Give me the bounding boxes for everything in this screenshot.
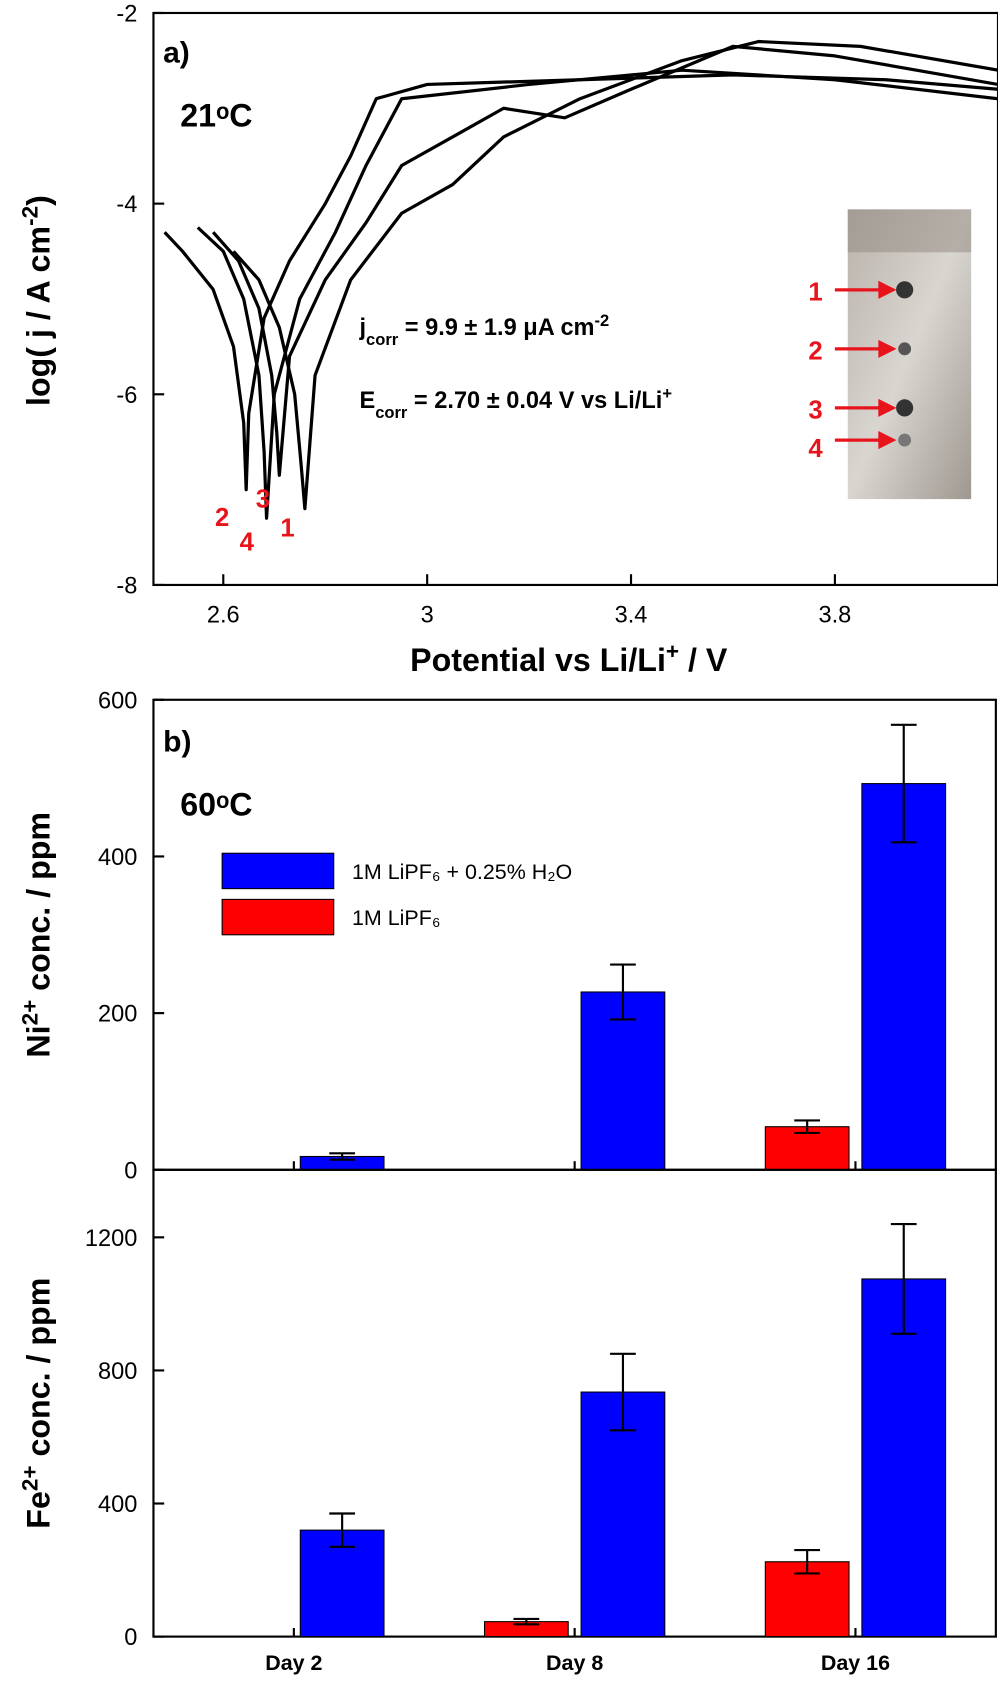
text-part: corr [375,402,408,421]
x-tick-label: 3.8 [818,603,851,629]
text-part: = 2.70 ± 0.04 V vs Li/Li [407,388,662,414]
curve-label: 3 [256,486,270,514]
error-bar [513,1617,540,1626]
y-tick-label: -8 [116,574,137,600]
bar [861,1278,947,1638]
text-part: j [358,315,366,341]
x-tick-label: Day 8 [546,1651,603,1675]
curve [232,39,998,511]
y-tick-label: -6 [116,383,137,409]
temperature: 60ᵒC [180,787,252,823]
text-part: Fe [20,1491,56,1529]
y-tick-label: 1200 [85,1226,138,1252]
bar [299,1529,385,1638]
x-axis-label: Potential vs Li/Li+ / V [410,638,728,678]
y-tick-label: 200 [98,1002,137,1028]
x-tick-label: 3 [421,603,434,629]
text-part: 2+ [17,1465,42,1491]
error-bar [610,1352,636,1432]
y-tick-label: -2 [116,2,137,28]
text-part: ) [20,195,56,206]
text-part: corr [366,329,399,348]
x-tick-label: Day 16 [821,1651,890,1675]
legend-swatch [221,852,335,890]
curve-label: 1 [280,515,294,543]
text-part: conc. / ppm [20,1278,56,1466]
text-part: -2 [595,310,610,329]
text-part: -2 [17,206,42,226]
error-bar [890,723,917,844]
inset-label: 3 [808,397,822,425]
error-bar [794,1549,821,1575]
bar [580,1391,666,1638]
text-part: = 9.9 ± 1.9 μA cm [398,315,594,341]
inset-label: 2 [808,338,822,366]
y-axis-label: Fe2+ conc. / ppm [17,1278,57,1529]
annotation: Ecorr = 2.70 ± 0.04 V vs Li/Li+ [359,383,671,421]
temperature: 21ᵒC [180,98,252,134]
y-tick-label: 800 [98,1359,137,1385]
text-part: / V [679,642,728,678]
annotation: jcorr = 9.9 ± 1.9 μA cm-2 [358,310,609,348]
text-part: conc. / ppm [20,812,56,1000]
y-tick-label: 400 [98,845,137,871]
panel-label: a) [163,36,190,69]
x-tick-label: 2.6 [207,603,240,629]
text-part: E [359,388,375,414]
legend-label: 1M LiPF₆ [352,906,441,930]
curve-label: 2 [215,504,229,532]
error-bar [610,963,636,1021]
y-tick-label: 400 [98,1492,137,1518]
y-axis-label: Ni2+ conc. / ppm [17,812,57,1058]
text-part: Ni [20,1025,56,1057]
y-tick-label: -4 [116,192,137,218]
curve-label: 4 [240,529,255,557]
y-tick-label: 0 [124,1158,137,1184]
error-bar [329,1152,356,1161]
text-part: + [662,383,672,402]
bar [580,991,666,1171]
x-tick-label: Day 2 [265,1651,322,1675]
inset-photo [834,209,972,500]
text-part: Potential vs Li/Li [410,642,666,678]
x-tick-label: 3.4 [615,603,648,629]
y-axis-label: log( j / A cm-2) [17,195,57,406]
inset-label: 1 [808,279,822,307]
inset-label: 4 [808,435,823,463]
y-tick-label: 600 [98,688,137,714]
error-bar [329,1512,356,1548]
error-bar [890,1222,917,1335]
curve [211,44,998,477]
text-part: 2+ [17,1000,42,1026]
text-part: log( j / A cm [20,226,56,406]
error-bar [794,1119,821,1135]
panel-label: b) [163,725,191,758]
legend-swatch [221,898,335,936]
text-part: + [666,638,679,663]
y-tick-label: 0 [124,1625,137,1651]
curve [196,68,998,520]
legend-label: 1M LiPF₆ + 0.25% H₂O [352,860,572,884]
